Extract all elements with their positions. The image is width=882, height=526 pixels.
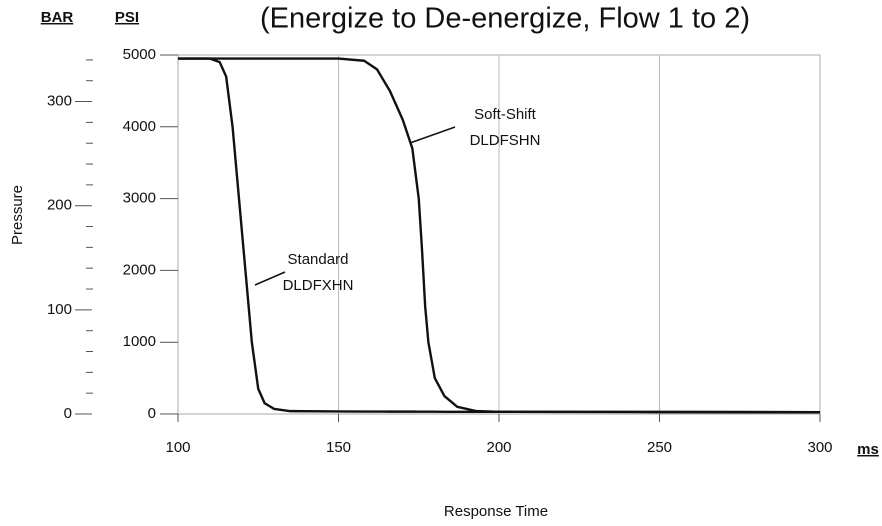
x-tick-label: 200 xyxy=(486,439,511,456)
annotation-leader xyxy=(409,126,456,144)
x-tick-label: 250 xyxy=(647,439,672,456)
annotation: DLDFXHN xyxy=(283,277,354,294)
y2-tick-label: 0 xyxy=(64,405,72,422)
annotation: Soft-Shift xyxy=(474,106,537,123)
y-tick-label: 0 xyxy=(148,405,156,422)
x-axis-label: Response Time xyxy=(444,503,548,520)
y-tick-label: 1000 xyxy=(123,333,156,350)
y2-tick-label: 300 xyxy=(47,93,72,110)
y2-unit: BAR xyxy=(41,9,74,26)
annotation-leader xyxy=(254,271,286,286)
y-axis-label: Pressure xyxy=(9,185,26,245)
line-series xyxy=(178,57,821,414)
chart-title: (Energize to De-energize, Flow 1 to 2) xyxy=(260,3,750,35)
y-tick-label: 4000 xyxy=(123,118,156,135)
y-tick-label: 5000 xyxy=(123,46,156,63)
line-series xyxy=(178,57,821,414)
y-tick-label: 2000 xyxy=(123,261,156,278)
x-tick-label: 150 xyxy=(326,439,351,456)
x-tick-label: 100 xyxy=(165,439,190,456)
y2-tick-label: 100 xyxy=(47,301,72,318)
annotation: DLDFSHN xyxy=(470,132,541,149)
x-tick-label: 300 xyxy=(807,439,832,456)
y-unit: PSI xyxy=(115,9,139,26)
y2-tick-label: 200 xyxy=(47,197,72,214)
x-unit: ms xyxy=(857,441,879,458)
annotation: Standard xyxy=(288,251,349,268)
y-tick-label: 3000 xyxy=(123,190,156,207)
